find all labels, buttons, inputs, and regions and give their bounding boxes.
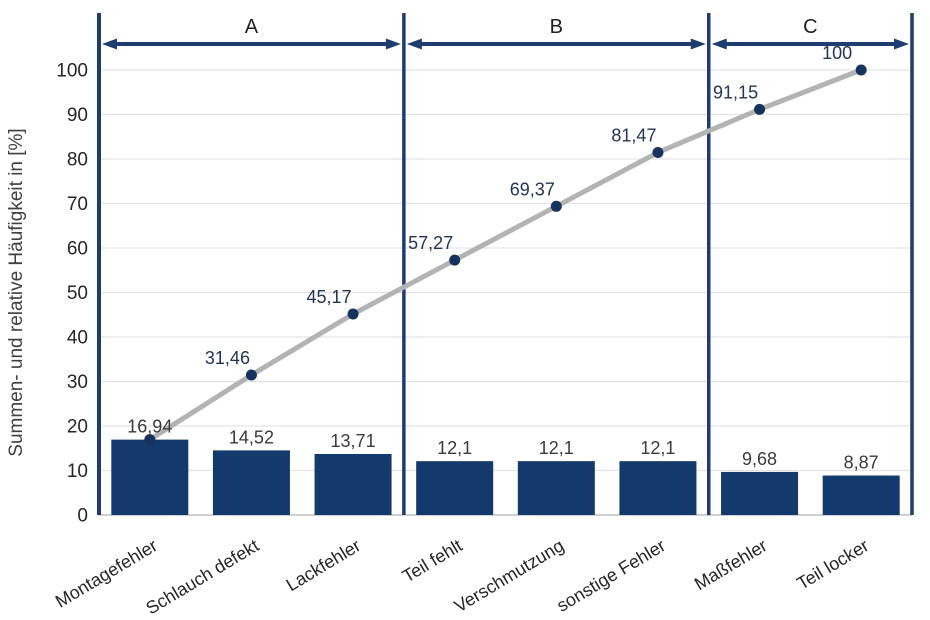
line-data-label: 100 xyxy=(822,43,852,63)
bar-data-label: 8,87 xyxy=(844,453,879,473)
line-data-label: 69,37 xyxy=(510,179,555,199)
y-tick-label: 100 xyxy=(56,61,88,82)
y-tick-label: 10 xyxy=(67,461,88,482)
bar-data-label: 16,94 xyxy=(127,417,172,437)
line-point-marker xyxy=(144,434,156,446)
bar xyxy=(822,475,900,515)
bar xyxy=(212,450,290,515)
y-tick-label: 30 xyxy=(67,372,88,393)
zone-arrowhead-right xyxy=(690,38,706,50)
bar xyxy=(111,439,189,515)
cumulative-line xyxy=(147,67,864,443)
zone-arrowhead-left xyxy=(711,38,727,50)
bar-data-label: 13,71 xyxy=(331,431,376,451)
y-tick-label: 60 xyxy=(67,239,88,260)
line-point-marker xyxy=(245,369,257,381)
bar xyxy=(517,461,595,515)
y-tick-label: 50 xyxy=(67,283,88,304)
bar-data-label: 9,68 xyxy=(742,449,777,469)
bar xyxy=(619,461,697,515)
bar-data-label: 12,1 xyxy=(539,438,574,458)
line-data-label: 81,47 xyxy=(611,125,656,145)
bar-data-label: 14,52 xyxy=(229,427,274,447)
bar xyxy=(721,471,799,515)
zone-label: B xyxy=(550,16,563,38)
line-point-marker xyxy=(855,64,867,76)
line-point-marker xyxy=(754,103,766,115)
y-tick-label: 40 xyxy=(67,328,88,349)
zone-label: A xyxy=(245,16,259,38)
y-tick-label: 0 xyxy=(77,506,88,527)
line-data-label: 45,17 xyxy=(307,287,352,307)
y-tick-label: 90 xyxy=(67,105,88,126)
y-tick-label: 70 xyxy=(67,194,88,215)
bar-data-label: 12,1 xyxy=(437,438,472,458)
line-data-label: 31,46 xyxy=(205,348,250,368)
zone-arrowhead-left xyxy=(102,38,117,50)
y-tick-label: 20 xyxy=(67,417,88,438)
line-data-label: 91,15 xyxy=(713,82,758,102)
zone-arrowhead-right xyxy=(894,38,909,50)
line-point-marker xyxy=(550,200,562,212)
bar xyxy=(416,461,494,515)
bar xyxy=(314,453,392,515)
zone-label: C xyxy=(803,16,817,38)
bar-data-label: 12,1 xyxy=(640,438,675,458)
zone-arrowhead-right xyxy=(385,38,401,50)
y-tick-label: 80 xyxy=(67,150,88,171)
line-point-marker xyxy=(449,254,461,266)
line-point-marker xyxy=(652,146,664,158)
line-data-label: 57,27 xyxy=(408,233,453,253)
zone-arrowhead-left xyxy=(406,38,422,50)
y-axis-title: Summen- und relative Häufigkeit in [%] xyxy=(6,128,27,456)
line-point-marker xyxy=(347,308,359,320)
